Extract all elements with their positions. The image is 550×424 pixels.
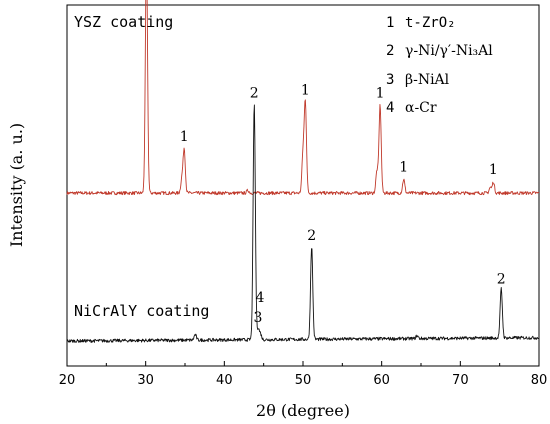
peak-label: 2: [497, 272, 506, 288]
x-tick-label: 70: [452, 373, 469, 388]
series-name-ysz: YSZ coating: [74, 13, 173, 31]
x-tick-label: 30: [137, 373, 154, 388]
peak-label: 1: [376, 85, 385, 101]
peak-label: 3: [254, 310, 263, 326]
peak-label: 4: [256, 290, 265, 306]
legend-phase: β-NiAl: [405, 72, 450, 88]
series-line-nicraly: [66, 104, 540, 344]
legend-number: 4: [386, 100, 394, 116]
peak-labels: 11111124322: [180, 83, 506, 326]
legend-phase: t-ZrO₂: [405, 15, 456, 31]
x-tick-label: 20: [59, 373, 76, 388]
legend-number: 3: [386, 72, 394, 88]
x-tick-label: 50: [295, 373, 312, 388]
x-tick-label: 80: [531, 373, 548, 388]
x-axis-title: 2θ (degree): [256, 401, 350, 420]
legend-phase: α-Cr: [405, 100, 437, 116]
peak-label: 2: [250, 85, 259, 101]
legend-number: 1: [386, 15, 394, 31]
peak-label: 1: [180, 129, 189, 145]
peak-label: 1: [301, 83, 310, 99]
y-axis-title: Intensity (a. u.): [7, 123, 26, 247]
legend-phase: γ-Ni/γ′-Ni₃Al: [405, 43, 493, 59]
x-axis-ticks: 20 30 40 50 60 70 80: [59, 361, 548, 388]
peak-label: 1: [399, 159, 408, 175]
series-name-nicraly: NiCrAlY coating: [74, 302, 209, 320]
legend: 1 t-ZrO₂ 2 γ-Ni/γ′-Ni₃Al 3 β-NiAl 4 α-Cr: [386, 15, 493, 116]
x-tick-label: 40: [216, 373, 233, 388]
peak-label: 2: [307, 228, 316, 244]
series-line-ysz: [66, 0, 540, 196]
peak-label: 1: [489, 162, 498, 178]
x-tick-label: 60: [373, 373, 390, 388]
legend-number: 2: [386, 43, 394, 59]
